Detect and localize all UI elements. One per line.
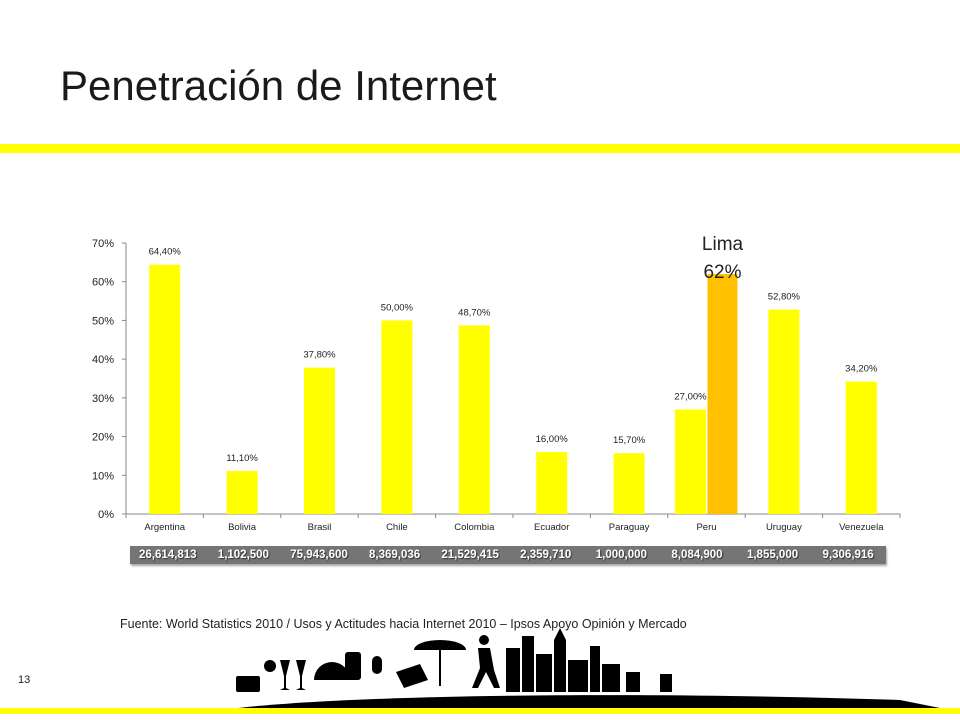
skyline-illustration bbox=[210, 628, 960, 712]
data-label: 27,00% bbox=[674, 391, 707, 402]
y-tick-label: 40% bbox=[92, 354, 114, 366]
dish-icon bbox=[314, 662, 350, 680]
category-label: Ecuador bbox=[534, 522, 569, 533]
data-label: 50,00% bbox=[381, 302, 414, 313]
bar bbox=[226, 471, 258, 514]
data-label: 16,00% bbox=[536, 434, 569, 445]
top-accent-bar bbox=[0, 144, 960, 153]
population-cell: 8,369,036 bbox=[368, 549, 421, 561]
slide-title: Penetración de Internet bbox=[60, 62, 497, 109]
building-2 bbox=[522, 636, 534, 692]
highlight-label-line2: 62% bbox=[703, 262, 741, 283]
money-icon bbox=[236, 676, 260, 692]
highlight-label-line1: Lima bbox=[702, 234, 744, 255]
building-9 bbox=[660, 674, 672, 692]
bar-chart: 0% 10% 20% 30% 40% 50% 60% 70% 64,40% Argentina 11… bbox=[92, 234, 901, 533]
building-5 bbox=[568, 660, 588, 692]
y-tick-label: 50% bbox=[92, 315, 114, 327]
category-label: Uruguay bbox=[766, 522, 802, 533]
glass-icon-2 bbox=[296, 660, 306, 690]
y-tick-label: 70% bbox=[92, 238, 114, 250]
bar bbox=[613, 453, 645, 514]
building-8 bbox=[626, 672, 640, 692]
category-label: Bolivia bbox=[228, 522, 257, 533]
building-1 bbox=[506, 648, 520, 692]
population-cell: 1,000,000 bbox=[595, 549, 647, 561]
population-cell: 9,306,916 bbox=[822, 549, 874, 561]
y-tick-label: 10% bbox=[92, 470, 114, 482]
bar bbox=[536, 452, 568, 514]
ball-icon bbox=[264, 660, 276, 672]
bar bbox=[845, 381, 877, 514]
bar bbox=[381, 320, 413, 514]
walker-head bbox=[479, 635, 489, 645]
population-strip: 26,614,813 1,102,500 75,943,600 8,369,036 21… bbox=[130, 546, 886, 564]
category-label: Paraguay bbox=[609, 522, 650, 533]
population-cell: 75,943,600 bbox=[290, 549, 348, 561]
category-label: Venezuela bbox=[839, 522, 884, 533]
population-cell: 1,855,000 bbox=[746, 549, 799, 561]
building-6 bbox=[590, 646, 600, 692]
ground-shape bbox=[210, 695, 960, 712]
population-cell: 26,614,813 bbox=[139, 549, 197, 561]
laptop-icon bbox=[396, 664, 428, 688]
data-label: 64,40% bbox=[149, 247, 182, 258]
glass-icon bbox=[280, 660, 290, 690]
category-label: Argentina bbox=[144, 522, 185, 533]
bar bbox=[768, 309, 800, 514]
population-cell: 8,084,900 bbox=[671, 549, 723, 561]
population-cell: 21,529,415 bbox=[441, 549, 499, 561]
bar bbox=[304, 367, 335, 514]
source-note: Fuente: World Statistics 2010 / Usos y A… bbox=[120, 617, 687, 631]
y-tick-label: 60% bbox=[92, 277, 114, 289]
category-label: Colombia bbox=[454, 522, 495, 533]
category-label: Chile bbox=[386, 522, 408, 533]
data-label: 37,80% bbox=[303, 350, 336, 361]
page-number: 13 bbox=[18, 674, 31, 686]
data-label: 48,70% bbox=[458, 307, 491, 318]
data-label: 52,80% bbox=[768, 292, 801, 303]
data-label: 15,70% bbox=[613, 435, 646, 446]
category-label: Brasil bbox=[308, 522, 332, 533]
umbrella-pole bbox=[439, 650, 441, 686]
walker-icon bbox=[472, 648, 500, 688]
bar bbox=[675, 409, 706, 514]
y-tick-label: 0% bbox=[98, 509, 114, 521]
building-4 bbox=[554, 628, 566, 692]
bar bbox=[149, 264, 181, 514]
bottom-accent-bar bbox=[0, 708, 960, 714]
highlight-bar bbox=[707, 273, 738, 514]
bar bbox=[458, 325, 490, 514]
category-label: Peru bbox=[696, 522, 716, 533]
building-3 bbox=[536, 654, 552, 692]
data-label: 34,20% bbox=[845, 364, 878, 375]
y-tick-label: 30% bbox=[92, 393, 114, 405]
building-7 bbox=[602, 664, 620, 692]
population-cell: 1,102,500 bbox=[217, 549, 269, 561]
microphone-icon bbox=[372, 656, 382, 674]
phone-icon bbox=[345, 652, 361, 680]
data-label: 11,10% bbox=[226, 453, 258, 464]
umbrella-icon bbox=[414, 640, 466, 650]
population-cell: 2,359,710 bbox=[520, 549, 572, 561]
y-tick-label: 20% bbox=[92, 432, 114, 444]
